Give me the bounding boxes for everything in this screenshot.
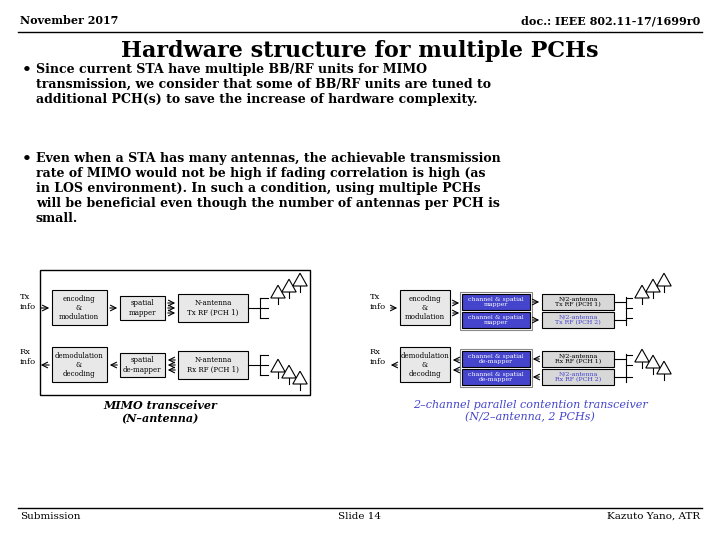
Polygon shape — [271, 359, 285, 372]
Text: channel & spatial
mapper: channel & spatial mapper — [468, 315, 524, 326]
Polygon shape — [635, 285, 649, 298]
Text: encoding
&
modulation: encoding & modulation — [405, 295, 445, 321]
Bar — [400, 290, 450, 325]
Text: demodulation
&
decoding: demodulation & decoding — [400, 352, 449, 378]
Bar — [460, 349, 532, 387]
Text: Rx
info: Rx info — [370, 348, 386, 366]
Polygon shape — [282, 365, 296, 378]
Bar — [52, 290, 107, 325]
Text: 2–channel parallel contention transceiver
(N/2–antenna, 2 PCHs): 2–channel parallel contention transceive… — [413, 400, 647, 422]
Text: •: • — [22, 63, 32, 77]
Bar — [462, 351, 530, 367]
Polygon shape — [646, 355, 660, 368]
Text: Submission: Submission — [20, 512, 81, 521]
Bar — [542, 369, 614, 385]
Bar — [400, 347, 450, 382]
Bar — [542, 294, 614, 310]
Text: N/2-antenna
Tx RF (PCH 2): N/2-antenna Tx RF (PCH 2) — [555, 314, 601, 326]
Polygon shape — [271, 285, 285, 298]
Polygon shape — [657, 273, 671, 286]
Bar — [40, 270, 310, 395]
Text: Even when a STA has many antennas, the achievable transmission
rate of MIMO woul: Even when a STA has many antennas, the a… — [36, 152, 500, 225]
Text: N/2-antenna
Rx RF (PCH 1): N/2-antenna Rx RF (PCH 1) — [555, 354, 601, 364]
Polygon shape — [657, 361, 671, 374]
Text: doc.: IEEE 802.11-17/1699r0: doc.: IEEE 802.11-17/1699r0 — [521, 15, 700, 26]
Text: channel & spatial
de-mapper: channel & spatial de-mapper — [468, 372, 524, 382]
Text: Tx
info: Tx info — [370, 293, 386, 310]
Polygon shape — [282, 279, 296, 292]
Text: Since current STA have multiple BB/RF units for MIMO
transmission, we consider t: Since current STA have multiple BB/RF un… — [36, 63, 491, 106]
Text: Slide 14: Slide 14 — [338, 512, 382, 521]
Text: November 2017: November 2017 — [20, 15, 118, 26]
Text: spatial
de-mapper: spatial de-mapper — [122, 356, 161, 374]
Text: Rx
info: Rx info — [20, 348, 36, 366]
Polygon shape — [646, 279, 660, 292]
Bar — [120, 296, 165, 320]
Text: N/2-antenna
Tx RF (PCH 1): N/2-antenna Tx RF (PCH 1) — [555, 296, 601, 307]
Bar — [462, 294, 530, 310]
Bar — [52, 347, 107, 382]
Text: •: • — [22, 152, 32, 166]
Polygon shape — [293, 273, 307, 286]
Bar — [462, 312, 530, 328]
Polygon shape — [293, 371, 307, 384]
Text: encoding
&
modulation: encoding & modulation — [59, 295, 99, 321]
Bar — [460, 292, 532, 330]
Bar — [542, 351, 614, 367]
Text: N/2-antenna
Rx RF (PCH 2): N/2-antenna Rx RF (PCH 2) — [555, 372, 601, 382]
Text: Hardware structure for multiple PCHs: Hardware structure for multiple PCHs — [121, 40, 599, 62]
Polygon shape — [635, 349, 649, 362]
Bar — [178, 294, 248, 322]
Bar — [542, 312, 614, 328]
Text: MIMO transceiver
(N–antenna): MIMO transceiver (N–antenna) — [103, 400, 217, 424]
Text: N-antenna
Rx RF (PCH 1): N-antenna Rx RF (PCH 1) — [187, 356, 239, 374]
Bar — [120, 353, 165, 377]
Text: N-antenna
Tx RF (PCH 1): N-antenna Tx RF (PCH 1) — [187, 299, 239, 316]
Text: Tx
info: Tx info — [20, 293, 36, 310]
Text: channel & spatial
de-mapper: channel & spatial de-mapper — [468, 354, 524, 364]
Text: demodulation
&
decoding: demodulation & decoding — [55, 352, 104, 378]
Bar — [178, 351, 248, 379]
Bar — [462, 369, 530, 385]
Text: spatial
mapper: spatial mapper — [128, 299, 156, 316]
Text: Kazuto Yano, ATR: Kazuto Yano, ATR — [607, 512, 700, 521]
Text: channel & spatial
mapper: channel & spatial mapper — [468, 296, 524, 307]
